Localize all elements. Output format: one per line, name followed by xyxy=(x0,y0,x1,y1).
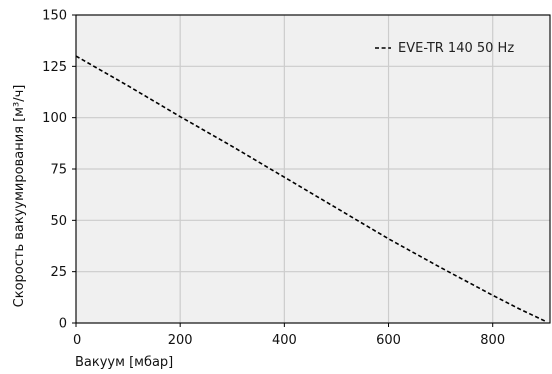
x-tick-label: 600 xyxy=(376,333,401,348)
legend-label: EVE-TR 140 50 Hz xyxy=(398,41,514,56)
y-axis-ticks: 0 25 50 75 100 125 150 xyxy=(42,9,76,332)
x-tick-label: 200 xyxy=(168,333,193,348)
y-tick-label: 0 xyxy=(59,317,67,332)
y-tick-label: 125 xyxy=(42,60,67,75)
y-tick-label: 75 xyxy=(50,163,67,178)
x-tick-label: 400 xyxy=(272,333,297,348)
y-tick-label: 50 xyxy=(50,214,67,229)
y-tick-label: 150 xyxy=(42,9,67,24)
y-tick-label: 25 xyxy=(50,265,67,280)
x-axis-label: Вакуум [мбар] xyxy=(75,355,173,370)
x-tick-label: 800 xyxy=(480,333,505,348)
legend: EVE-TR 140 50 Hz xyxy=(375,41,514,56)
y-axis-label: Скорость вакуумирования [м³/ч] xyxy=(12,85,27,308)
x-axis-ticks: 0 200 400 600 800 xyxy=(73,323,505,348)
y-tick-label: 100 xyxy=(42,111,67,126)
series-line xyxy=(75,55,546,322)
x-tick-label: 0 xyxy=(73,333,81,348)
grid-lines xyxy=(75,14,550,324)
